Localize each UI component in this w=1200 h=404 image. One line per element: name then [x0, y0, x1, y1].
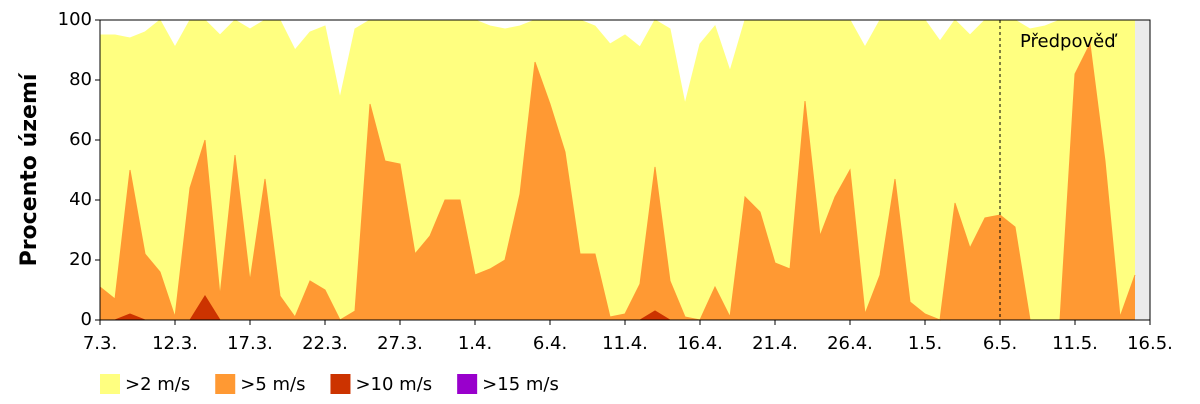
x-tick-label: 21.4.: [752, 333, 798, 354]
y-tick-label: 0: [81, 309, 92, 330]
legend-label: >10 m/s: [355, 374, 432, 395]
y-tick-label: 100: [58, 9, 92, 30]
area-fill: [100, 20, 1135, 320]
x-tick-label: 1.4.: [458, 333, 492, 354]
area-fill: [100, 296, 1135, 320]
x-tick-label: 26.4.: [827, 333, 873, 354]
x-tick-label: 12.3.: [152, 333, 198, 354]
annotation: Předpověď: [1020, 31, 1118, 52]
legend-label: >15 m/s: [482, 374, 559, 395]
y-tick-label: 20: [69, 249, 92, 270]
x-tick-label: 16.4.: [677, 333, 723, 354]
y-tick-label: 40: [69, 189, 92, 210]
y-tick-label: 60: [69, 129, 92, 150]
x-tick-label: 17.3.: [227, 333, 273, 354]
x-tick-label: 6.4.: [533, 333, 567, 354]
y-tick-label: 80: [69, 69, 92, 90]
legend-label: >5 m/s: [240, 374, 305, 395]
y-axis-label: Procento území: [17, 72, 42, 266]
x-tick-label: 16.5.: [1127, 333, 1173, 354]
legend-label: >2 m/s: [125, 374, 190, 395]
x-tick-label: 6.5.: [983, 333, 1017, 354]
x-tick-label: 7.3.: [83, 333, 117, 354]
x-tick-label: 1.5.: [908, 333, 942, 354]
area-line: [99, 42, 1136, 321]
legend-swatch: [330, 374, 351, 394]
x-tick-label: 27.3.: [377, 333, 423, 354]
legend-swatch: [457, 374, 478, 394]
x-tick-label: 11.4.: [602, 333, 648, 354]
legend-swatch: [100, 374, 120, 394]
area-fill: [100, 44, 1135, 320]
x-tick-label: 11.5.: [1052, 333, 1098, 354]
x-tick-label: 22.3.: [302, 333, 348, 354]
legend-swatch: [215, 374, 236, 394]
